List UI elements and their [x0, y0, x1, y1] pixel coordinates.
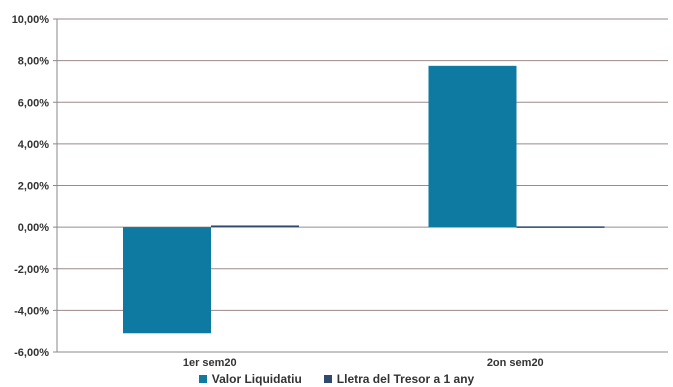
y-tick-label: 0,00% [18, 222, 49, 234]
legend-swatch-lletra-tresor [323, 374, 332, 383]
bar-valor-liquidatiu-2 [428, 65, 517, 228]
legend-label-valor-liquidatiu: Valor Liquidatiu [211, 371, 302, 386]
legend: Valor Liquidatiu Lletra del Tresor a 1 a… [0, 370, 673, 387]
y-tick-label: -2,00% [14, 264, 49, 276]
x-category-label: 1er sem20 [183, 357, 237, 369]
x-category-label: 2on sem20 [487, 357, 544, 369]
y-tick-label: 6,00% [18, 97, 49, 109]
legend-swatch-valor-liquidatiu [198, 374, 207, 383]
bar-lletra-tresor-1 [211, 225, 299, 228]
y-tick-label: -6,00% [14, 347, 49, 359]
y-tick-label: 10,00% [12, 14, 50, 26]
y-axis: 10,00% 8,00% 6,00% 4,00% 2,00% 0,00% -2,00% -4,… [12, 14, 58, 359]
bar-valor-liquidatiu-1 [123, 227, 211, 334]
x-axis: 1er sem20 2on sem20 [57, 351, 668, 369]
bar-lletra-tresor-2 [516, 226, 605, 228]
y-tick-label: 4,00% [18, 139, 49, 151]
legend-item-lletra-tresor: Lletra del Tresor a 1 any [323, 370, 475, 387]
bars [123, 65, 605, 334]
y-tick-label: -4,00% [14, 305, 49, 317]
y-tick-label: 2,00% [18, 181, 49, 193]
y-tick-label: 8,00% [18, 56, 49, 68]
legend-label-lletra-tresor: Lletra del Tresor a 1 any [336, 371, 475, 386]
legend-item-valor-liquidatiu: Valor Liquidatiu [198, 370, 302, 387]
